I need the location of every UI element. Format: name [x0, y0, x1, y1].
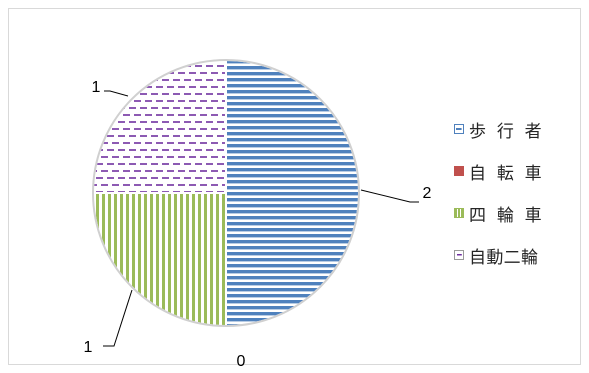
- data-label-car: 1: [84, 339, 93, 356]
- legend-item-pedestrian: 歩 行 者: [454, 114, 579, 144]
- legend-swatch-motorcycle: [454, 250, 464, 260]
- legend-label-motorcycle: 自動二輪: [469, 247, 539, 267]
- pie-slices: [91, 58, 360, 328]
- legend: 歩 行 者 自 転 車 四 輪 車 自動二輪: [454, 114, 579, 282]
- data-label-bicycle: 0: [237, 353, 246, 370]
- leader-lines: [103, 90, 419, 347]
- slice-pedestrian: [225, 58, 360, 328]
- leader-line-car: [103, 289, 133, 347]
- slice-motorcycle: [91, 58, 227, 194]
- legend-swatch-pedestrian: [454, 124, 464, 134]
- legend-label-car: 四 輪 車: [469, 205, 545, 225]
- legend-label-bicycle: 自 転 車: [469, 163, 545, 183]
- data-label-pedestrian: 2: [423, 185, 432, 202]
- legend-swatch-bicycle: [454, 166, 464, 176]
- legend-item-motorcycle: 自動二輪: [454, 240, 579, 270]
- pie-outline: [92, 59, 360, 327]
- leader-line-pedestrian: [360, 189, 419, 203]
- legend-item-car: 四 輪 車: [454, 198, 579, 228]
- legend-swatch-car: [454, 208, 464, 218]
- data-label-motorcycle: 1: [92, 79, 101, 96]
- leader-line-motorcycle: [104, 90, 129, 97]
- legend-item-bicycle: 自 転 車: [454, 156, 579, 186]
- legend-label-pedestrian: 歩 行 者: [469, 121, 545, 141]
- slice-car: [91, 192, 227, 328]
